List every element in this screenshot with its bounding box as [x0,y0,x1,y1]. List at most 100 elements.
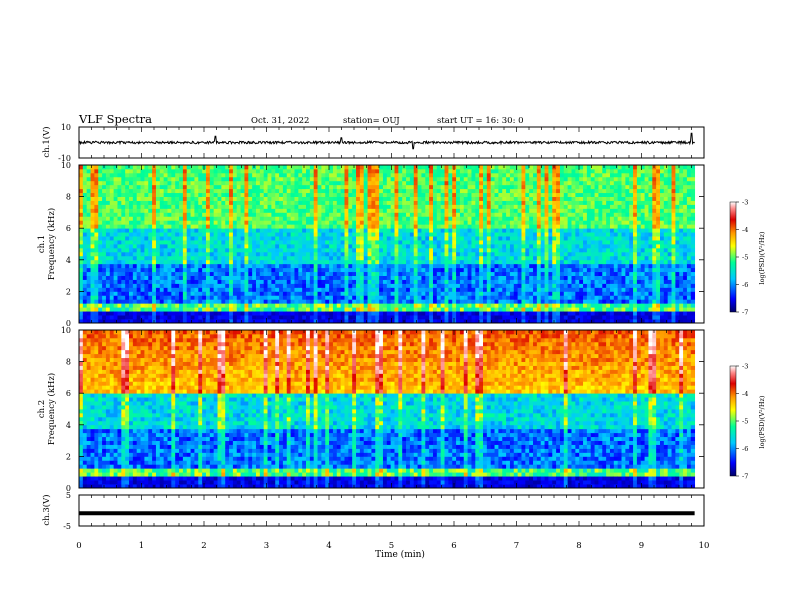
spectrogram-cell [306,267,311,273]
spectrogram-cell [267,184,272,190]
spectrogram-cell [217,287,222,292]
spectrogram-cell [436,196,442,201]
spectrogram-cell [517,212,522,217]
spectrogram-cell [79,216,84,221]
spectrogram-cell [352,236,357,241]
spectrogram-cell [444,251,449,257]
spectrogram-cell [302,247,307,253]
spectrogram-cell [232,275,238,280]
spectrogram-cell [421,255,426,261]
spectrogram-cell [467,228,472,233]
spectrogram-cell [190,180,195,186]
spectrogram-cell [429,204,434,209]
spectrogram-cell [463,200,469,205]
spectrogram-cell [340,240,345,245]
spectrogram-cell [409,303,415,308]
spectrogram-cell [225,216,230,221]
spectrogram-cell [452,247,457,253]
spectrogram-cell [79,176,84,182]
spectrogram-cell [379,165,384,170]
spectrogram-cell [221,259,226,265]
spectrogram-cell [429,295,434,300]
spectrogram-cell [190,172,195,178]
spectrogram-cell [471,315,476,320]
spectrogram-cell [421,236,426,241]
spectrogram-cell [113,287,118,292]
spectrogram-cell [179,291,184,296]
spectrogram-cell [379,299,384,304]
spectrogram-cell [417,295,422,300]
spectrogram-cell [544,232,549,237]
spectrogram-cell [459,244,465,249]
spectrogram-cell [329,303,334,308]
spectrogram-cell [229,271,234,276]
spectrogram-cell [309,275,315,280]
spectrogram-cell [102,176,107,182]
spectrogram-cell [529,291,534,296]
spectrogram-cell [329,251,334,257]
spectrogram-cell [444,176,449,182]
spectrogram-cell [448,271,453,276]
spectrogram-cell [244,283,249,288]
spectrogram-cell [475,168,480,174]
spectrogram-cell [109,172,115,178]
spectrogram-cell [490,176,495,182]
spectrogram-cell [390,251,395,257]
spectrogram-cell [471,311,476,316]
spectrogram-cell [479,204,484,209]
spectrogram-cell [386,180,392,186]
spectrogram-cell [371,271,376,276]
spectrogram-cell [479,291,484,296]
spectrogram-cell [394,192,399,197]
spectrogram-cell [182,255,188,261]
spectrogram-cell [329,240,334,245]
spectrogram-cell [471,204,476,209]
spectrogram-cell [294,303,299,308]
spectrogram-cell [352,240,357,245]
spectrogram-cell [121,251,126,257]
spectrogram-cell [517,247,522,253]
spectrogram-cell [456,236,461,241]
spectrogram-cell [494,216,499,221]
spectrogram-cell [155,263,161,269]
spectrogram-cell [306,180,311,186]
spectrogram-cell [417,275,422,280]
spectrogram-cell [282,263,288,269]
spectrogram-cell [429,315,434,320]
spectrogram-cell [456,287,461,292]
spectrogram-cell [517,165,522,170]
spectrogram-cell [167,283,172,288]
spectrogram-cell [229,279,234,284]
spectrogram-cell [459,271,465,276]
spectrogram-cell [198,168,203,174]
spectrogram-cell [425,263,430,269]
spectrogram-cell [533,263,538,269]
spectrogram-cell [82,220,88,225]
spectrogram-cell [232,204,238,209]
spectrogram-cell [290,216,295,221]
spectrogram-cell [471,319,476,324]
spectrogram-cell [398,315,403,320]
spectrogram-cell [540,303,545,308]
spectrogram-cell [367,307,372,312]
spectrogram-cell [502,251,507,257]
spectrogram-cell [194,212,199,217]
spectrogram-cell [290,224,295,229]
spectrogram-cell [544,271,549,276]
spectrogram-cell [259,196,265,201]
spectrogram-cell [306,244,311,249]
spectrogram-cell [521,240,526,245]
spectrogram-cell [105,255,111,261]
spectrogram-cell [321,303,326,308]
spectrogram-cell [190,220,195,225]
spectrogram-cell [440,271,445,276]
spectrogram-cell [105,184,111,190]
spectrogram-cell [463,188,469,194]
spectrogram-cell [356,240,361,245]
spectrogram-cell [155,168,161,174]
spectrogram-cell [279,283,284,288]
spectrogram-cell [298,236,303,241]
spectrogram-cell [213,319,218,324]
spectrogram-cell [325,240,330,245]
spectrogram-cell [198,255,203,261]
